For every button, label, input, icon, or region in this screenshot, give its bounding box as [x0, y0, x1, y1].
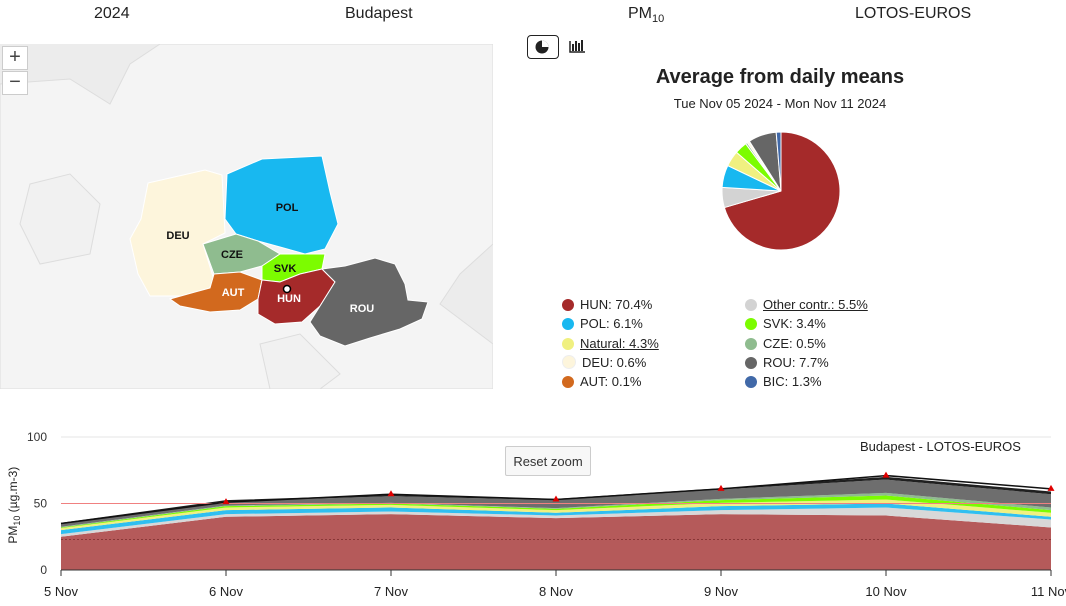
legend-item-rou[interactable]: ROU: 7.7%	[745, 355, 829, 371]
location-label: Budapest	[345, 5, 413, 22]
legend-swatch	[562, 337, 574, 350]
area-pol[interactable]	[61, 503, 1051, 535]
total-marker[interactable]	[222, 498, 230, 505]
total-marker[interactable]	[552, 495, 560, 502]
bar-chart-icon	[569, 40, 585, 53]
y-tick-label: 0	[40, 563, 47, 577]
legend-swatch	[745, 299, 757, 311]
map-label-hun: HUN	[277, 293, 301, 305]
area-other-contr-[interactable]	[61, 507, 1051, 537]
legend-item-pol[interactable]: POL: 6.1%	[562, 316, 643, 332]
legend-label: BIC: 1.3%	[763, 374, 822, 390]
legend-label: POL: 6.1%	[580, 316, 643, 332]
pie-chart-icon	[535, 40, 549, 54]
x-tick-label: 10 Nov	[865, 584, 907, 599]
legend-swatch	[745, 356, 757, 369]
legend-label: ROU: 7.7%	[763, 354, 829, 370]
legend-label: SVK: 3.4%	[763, 316, 826, 332]
y-tick-label: 50	[34, 497, 48, 511]
map-label-cze: CZE	[221, 249, 243, 261]
country-rou[interactable]	[309, 257, 429, 347]
x-tick-label: 6 Nov	[209, 584, 243, 599]
legend-label: DEU: 0.6%	[582, 354, 647, 370]
area-natural[interactable]	[61, 499, 1051, 531]
location-marker[interactable]	[282, 284, 292, 294]
map-label-aut: AUT	[222, 287, 245, 299]
total-marker[interactable]	[387, 490, 395, 497]
legend-swatch	[745, 337, 757, 350]
pie-chart	[721, 131, 841, 251]
pie-slice-hun[interactable]	[723, 131, 841, 251]
legend-swatch	[562, 318, 574, 331]
pie-view-button[interactable]	[527, 35, 559, 59]
y-tick-label: 100	[27, 430, 47, 444]
bar-view-button[interactable]	[563, 35, 595, 59]
legend-item-deu[interactable]: DEU: 0.6%	[562, 354, 647, 371]
legend-swatch	[562, 299, 574, 311]
model-label: LOTOS-EUROS	[855, 5, 972, 22]
area-hun[interactable]	[61, 514, 1051, 570]
legend-item-svk[interactable]: SVK: 3.4%	[745, 316, 826, 332]
year-label: 2024	[94, 5, 130, 22]
country-pol[interactable]	[224, 155, 339, 255]
x-tick-label: 11 Nov	[1031, 584, 1066, 599]
map-label-deu: DEU	[166, 230, 189, 242]
legend-swatch	[745, 376, 757, 389]
legend-item-other-contr-[interactable]: Other contr.: 5.5%	[745, 297, 868, 313]
timeseries-chart: 0 50 100 5 Nov 6 Nov 7 Nov 8 Nov 9 Nov 10 Nov 11 …	[27, 430, 1066, 599]
total-marker[interactable]	[882, 471, 890, 478]
zoom-in-button[interactable]: +	[2, 46, 28, 70]
country-aut[interactable]	[168, 271, 263, 313]
legend-item-aut[interactable]: AUT: 0.1%	[562, 374, 641, 390]
legend-label: Other contr.: 5.5%	[763, 297, 868, 312]
pie-title: Average from daily means	[655, 66, 905, 88]
total-marker[interactable]	[1047, 484, 1055, 491]
legend-item-cze[interactable]: CZE: 0.5%	[745, 336, 826, 352]
x-tick-label: 8 Nov	[539, 584, 573, 599]
legend-swatch	[562, 376, 574, 389]
legend-label: HUN: 70.4%	[580, 297, 653, 312]
legend-item-hun[interactable]: HUN: 70.4%	[562, 297, 652, 313]
map-label-pol: POL	[276, 202, 299, 214]
legend-swatch	[562, 354, 576, 369]
legend-item-natural[interactable]: Natural: 4.3%	[562, 336, 659, 352]
legend-swatch	[745, 318, 757, 331]
map-label-rou: ROU	[350, 303, 375, 315]
pie-slice-bic[interactable]	[775, 131, 782, 192]
map-label-svk: SVK	[274, 263, 297, 275]
map-panel[interactable]: DEU POL CZE SVK AUT HUN ROU + −	[0, 44, 493, 389]
reset-zoom-button[interactable]: Reset zoom	[505, 446, 591, 476]
zoom-out-button[interactable]: −	[2, 71, 28, 95]
x-tick-label: 7 Nov	[374, 584, 408, 599]
europe-map: DEU POL CZE SVK AUT HUN ROU	[0, 44, 493, 389]
legend-item-bic[interactable]: BIC: 1.3%	[745, 374, 822, 390]
total-marker[interactable]	[717, 484, 725, 491]
pie-subtitle: Tue Nov 05 2024 - Mon Nov 11 2024	[673, 96, 887, 111]
legend-label: Natural: 4.3%	[580, 335, 659, 351]
legend-label: AUT: 0.1%	[580, 374, 642, 390]
legend-label: CZE: 0.5%	[763, 335, 826, 351]
pollutant-label: PM10	[628, 5, 665, 26]
timeseries-caption: Budapest - LOTOS-EUROS	[860, 439, 1021, 454]
x-tick-label: 5 Nov	[44, 584, 78, 599]
x-tick-label: 9 Nov	[704, 584, 738, 599]
